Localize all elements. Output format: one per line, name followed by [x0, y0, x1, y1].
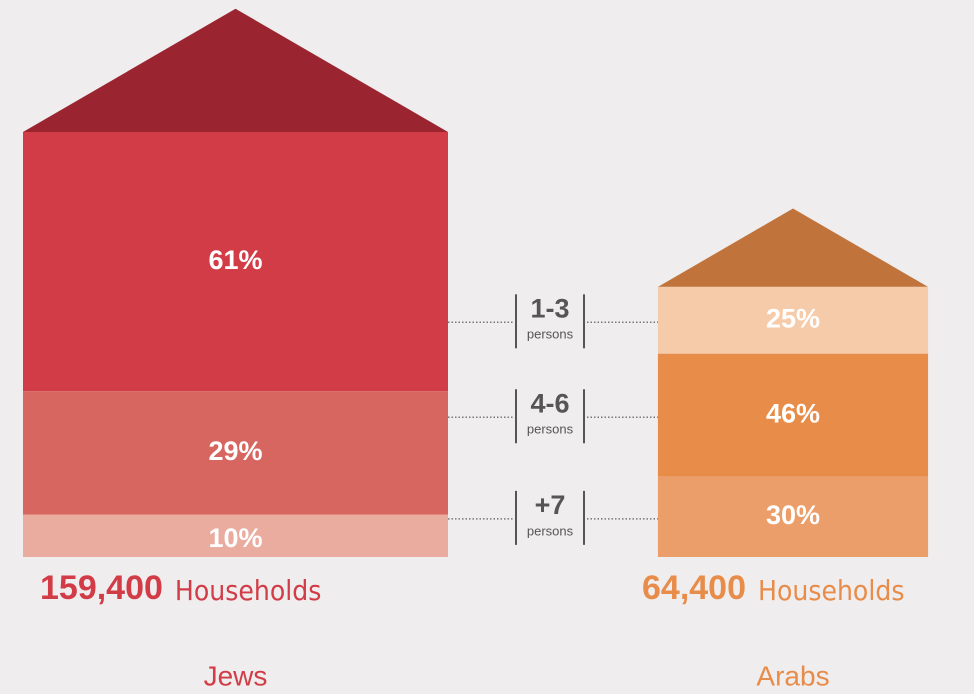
roof [657, 208, 929, 287]
segment-label: 30% [766, 500, 820, 530]
segment [23, 391, 448, 515]
group-label: 4-6 [530, 388, 569, 418]
group-unit: persons [527, 523, 574, 538]
segment-label: 10% [208, 523, 262, 553]
segment [657, 286, 929, 354]
segment-label: 25% [766, 303, 820, 333]
group-unit: persons [527, 422, 574, 437]
segment [23, 514, 448, 557]
segment [657, 353, 929, 477]
category-label: Jews [204, 660, 268, 691]
total-unit: Households [175, 574, 321, 607]
group-unit: persons [527, 327, 574, 342]
segment-label: 61% [208, 245, 262, 275]
category-label: Arabs [756, 660, 829, 691]
segment [23, 132, 448, 392]
roof [23, 8, 448, 132]
total-unit: Households [758, 574, 904, 607]
group-label: 1-3 [530, 293, 569, 323]
segment [657, 476, 929, 557]
total-label: 64,400 [642, 569, 746, 607]
segment-label: 29% [208, 436, 262, 466]
group-label: +7 [535, 490, 566, 520]
segment-label: 46% [766, 398, 820, 428]
total-label: 159,400 [40, 569, 163, 607]
